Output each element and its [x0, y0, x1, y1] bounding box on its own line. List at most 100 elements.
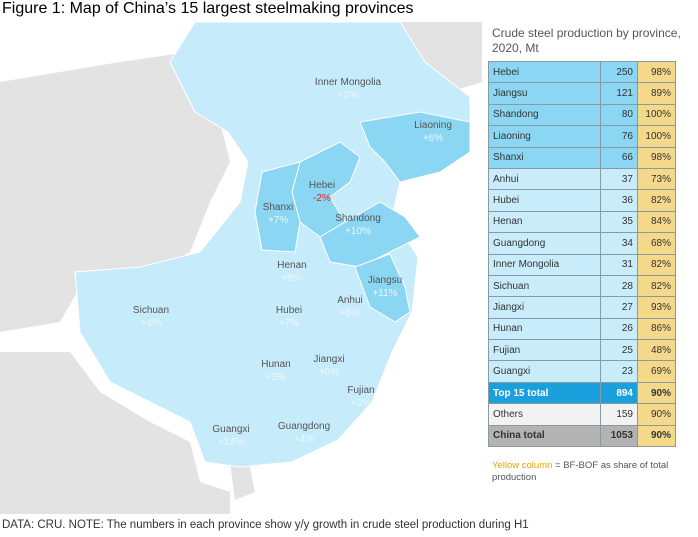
share-cell: 100% — [637, 103, 676, 127]
neighbor-land — [0, 352, 230, 514]
note-highlight: Yellow column — [492, 460, 553, 471]
province-cell: Guangxi — [488, 360, 601, 383]
production-cell: 1053 — [600, 424, 638, 448]
share-cell: 90% — [637, 381, 676, 405]
share-cell: 100% — [637, 125, 676, 148]
province-cell: Guangdong — [488, 232, 601, 255]
production-cell: 35 — [600, 210, 638, 234]
table-row: Hebei 250 98% — [488, 60, 676, 84]
province-name: Fujian — [347, 385, 374, 396]
province-name: Anhui — [337, 295, 363, 306]
province-growth: +2% — [338, 90, 358, 101]
table-row: Fujian 25 48% — [488, 339, 676, 362]
production-cell: 121 — [600, 82, 638, 105]
province-name: Hunan — [261, 359, 290, 370]
province-name: Jiangsu — [368, 275, 402, 286]
share-cell: 89% — [637, 82, 676, 105]
province-name: Shandong — [335, 213, 381, 224]
province-name: Sichuan — [133, 305, 169, 316]
table-row: Jiangsu 121 89% — [488, 82, 676, 105]
province-growth: +6% — [423, 133, 443, 144]
table-row: Anhui 37 73% — [488, 167, 676, 191]
production-cell: 250 — [600, 60, 638, 84]
province-cell: Sichuan — [488, 274, 601, 298]
share-cell: 68% — [637, 232, 676, 255]
production-table: Hebei 250 98% Jiangsu 121 89% Shandong 80 100% Li… — [488, 60, 676, 448]
table-row: Guangxi 23 69% — [488, 360, 676, 383]
province-name: Guangxi — [212, 424, 249, 435]
province-growth: +3% — [351, 398, 371, 409]
table-note: Yellow column = BF-BOF as share of total… — [492, 460, 677, 484]
note-text: = BF-BOF as share of total production — [492, 460, 669, 483]
share-cell: 90% — [637, 424, 676, 448]
table-row: Henan 35 84% — [488, 210, 676, 234]
province-growth: +4% — [141, 318, 161, 329]
province-cell: Jiangsu — [488, 82, 601, 105]
table-row: Hubei 36 82% — [488, 189, 676, 212]
province-cell: China total — [488, 424, 601, 448]
production-cell: 159 — [600, 403, 638, 426]
table-row: Others 159 90% — [488, 403, 676, 426]
table-row: China total 1053 90% — [488, 424, 676, 448]
island — [230, 462, 255, 500]
production-cell: 80 — [600, 103, 638, 127]
province-name: Hubei — [276, 305, 302, 316]
province-cell: Hubei — [488, 189, 601, 212]
province-growth: +11% — [372, 288, 397, 299]
share-cell: 90% — [637, 403, 676, 426]
share-cell: 82% — [637, 253, 676, 276]
table-row: Jiangxi 27 93% — [488, 296, 676, 319]
table-row: Shanxi 66 98% — [488, 146, 676, 169]
table-row: Inner Mongolia 31 82% — [488, 253, 676, 276]
production-cell: 36 — [600, 189, 638, 212]
share-cell: 93% — [637, 296, 676, 319]
production-cell: 26 — [600, 317, 638, 341]
province-growth: +0% — [319, 367, 339, 378]
province-cell: Liaoning — [488, 125, 601, 148]
province-name: Hebei — [309, 180, 335, 191]
province-name: Liaoning — [414, 120, 452, 131]
province-growth: +14% — [218, 437, 244, 448]
province-name: Jiangxi — [313, 354, 344, 365]
table-row: Guangdong 34 68% — [488, 232, 676, 255]
production-cell: 76 — [600, 125, 638, 148]
production-cell: 37 — [600, 167, 638, 191]
province-growth: -2% — [313, 193, 331, 204]
share-cell: 86% — [637, 317, 676, 341]
province-cell: Others — [488, 403, 601, 426]
map: Inner Mongolia +2% Liaoning +6% Hebei -2% Shan… — [0, 22, 482, 514]
share-cell: 48% — [637, 339, 676, 362]
province-name: Inner Mongolia — [315, 77, 382, 88]
province-shape — [319, 201, 421, 268]
share-cell: 69% — [637, 360, 676, 383]
province-cell: Hunan — [488, 317, 601, 341]
production-cell: 31 — [600, 253, 638, 276]
table-title: Crude steel production by province, 2020… — [492, 26, 681, 55]
table-row: Liaoning 76 100% — [488, 125, 676, 148]
table-row: Sichuan 28 82% — [488, 274, 676, 298]
province-name: Henan — [277, 260, 306, 271]
production-cell: 23 — [600, 360, 638, 383]
province-cell: Anhui — [488, 167, 601, 191]
share-cell: 98% — [637, 146, 676, 169]
production-cell: 34 — [600, 232, 638, 255]
province-growth: +5% — [282, 273, 302, 284]
share-cell: 82% — [637, 274, 676, 298]
province-growth: +3% — [266, 372, 286, 383]
table-row: Hunan 26 86% — [488, 317, 676, 341]
province-cell: Top 15 total — [488, 381, 601, 405]
footer-note: DATA: CRU. NOTE: The numbers in each pro… — [2, 519, 529, 531]
share-cell: 82% — [637, 189, 676, 212]
province-shape — [354, 253, 411, 323]
share-cell: 84% — [637, 210, 676, 234]
province-growth: +5% — [340, 308, 360, 319]
province-shape — [254, 161, 301, 253]
share-cell: 73% — [637, 167, 676, 191]
production-cell: 25 — [600, 339, 638, 362]
province-name: Guangdong — [278, 421, 330, 432]
title: Figure 1: Map of China’s 15 largest stee… — [2, 0, 414, 17]
province-growth: +7% — [279, 318, 299, 329]
province-cell: Jiangxi — [488, 296, 601, 319]
province-cell: Inner Mongolia — [488, 253, 601, 276]
